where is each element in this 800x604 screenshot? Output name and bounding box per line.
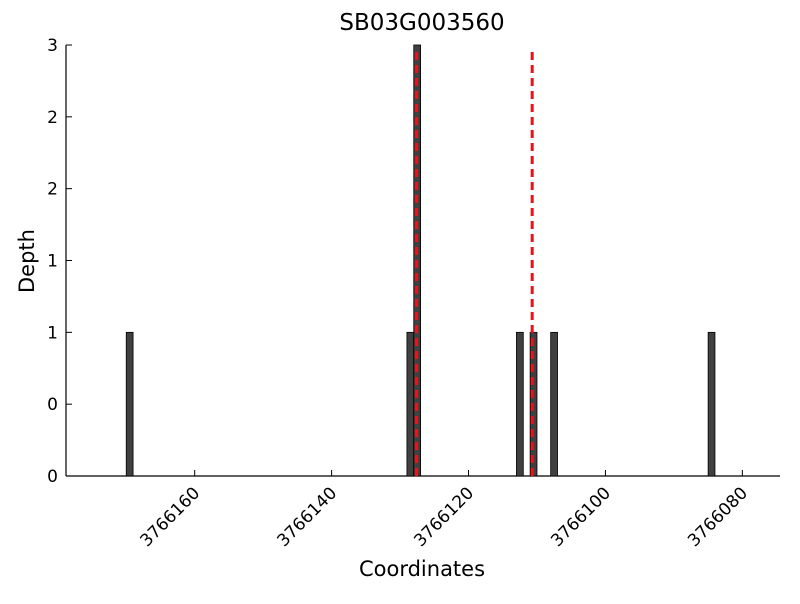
y-tick-label: 2 bbox=[47, 180, 58, 200]
bar bbox=[406, 331, 415, 477]
bar bbox=[125, 331, 134, 477]
x-axis-label: Coordinates bbox=[359, 557, 485, 581]
bar bbox=[516, 331, 524, 477]
bar bbox=[707, 331, 716, 477]
y-tick-label: 3 bbox=[47, 36, 58, 56]
x-tick-label: 3766080 bbox=[684, 483, 752, 551]
y-tick-label: 0 bbox=[47, 467, 58, 487]
y-tick-label: 2 bbox=[47, 108, 58, 128]
x-tick-label: 3766100 bbox=[547, 483, 615, 551]
x-tick-label: 3766120 bbox=[410, 483, 478, 551]
y-axis-label: Depth bbox=[15, 229, 39, 293]
bar bbox=[550, 331, 558, 477]
chart-title: SB03G003560 bbox=[339, 10, 504, 36]
x-tick-label: 3766160 bbox=[137, 483, 205, 551]
x-tick-label: 3766140 bbox=[273, 483, 341, 551]
y-tick-label: 1 bbox=[47, 323, 58, 343]
y-tick-label: 0 bbox=[47, 395, 58, 415]
y-tick-label: 1 bbox=[47, 252, 58, 272]
